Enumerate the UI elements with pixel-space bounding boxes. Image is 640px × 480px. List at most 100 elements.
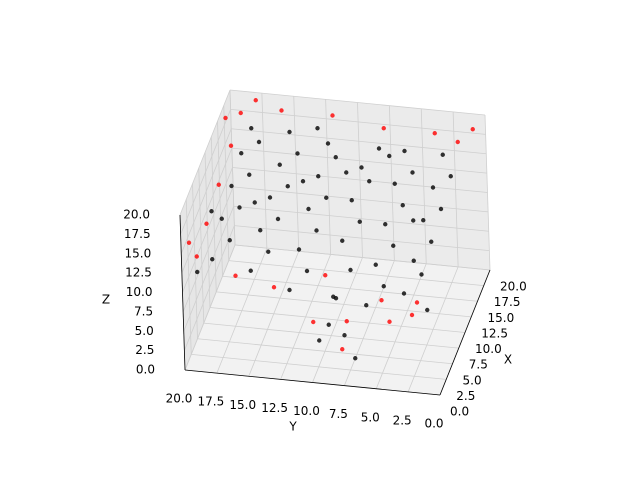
y-tick-label: 20.0 xyxy=(166,392,193,406)
grid-line xyxy=(233,186,489,213)
x-tick-label: 17.5 xyxy=(494,295,521,309)
grid-line xyxy=(229,89,486,116)
y-tick-label: 2.5 xyxy=(393,413,412,427)
y-tick-label: 10.0 xyxy=(293,404,320,418)
point xyxy=(381,126,386,131)
point xyxy=(344,319,349,324)
point xyxy=(357,219,362,224)
grid-line xyxy=(216,247,268,374)
point xyxy=(440,152,445,157)
point xyxy=(455,139,460,145)
point xyxy=(383,222,388,227)
point xyxy=(326,322,331,327)
point xyxy=(285,184,290,189)
point xyxy=(258,228,263,233)
point xyxy=(333,296,339,301)
point xyxy=(287,129,292,135)
y-tick-label: 7.5 xyxy=(329,407,348,421)
point xyxy=(411,218,416,223)
point xyxy=(296,247,302,252)
point xyxy=(300,179,306,184)
point xyxy=(256,139,262,145)
point xyxy=(238,110,243,116)
point xyxy=(470,127,475,132)
point xyxy=(204,221,209,226)
x-axis-label: X xyxy=(504,353,512,367)
point xyxy=(421,218,426,223)
point xyxy=(410,170,415,175)
point xyxy=(376,146,382,151)
x-tick-label: 12.5 xyxy=(481,326,508,340)
z-tick-label: 15.0 xyxy=(125,246,152,260)
point xyxy=(387,153,392,159)
point xyxy=(323,273,328,278)
point xyxy=(304,268,310,274)
y-tick-label: 0.0 xyxy=(424,417,443,431)
grid-line xyxy=(180,109,231,235)
grid-line xyxy=(182,167,233,293)
z-axis-line xyxy=(179,214,186,371)
point xyxy=(195,269,200,275)
grid-line xyxy=(248,251,300,377)
point xyxy=(277,162,282,167)
point xyxy=(401,291,407,296)
x-tick-label: 2.5 xyxy=(456,389,475,403)
z-axis-label: Z xyxy=(102,293,110,307)
y-tick-label: 12.5 xyxy=(261,401,288,415)
grid-line xyxy=(312,257,363,383)
point xyxy=(359,165,364,170)
point xyxy=(348,267,353,273)
point xyxy=(186,240,192,245)
point xyxy=(448,174,453,179)
point xyxy=(266,249,271,254)
point xyxy=(340,347,345,352)
point xyxy=(219,216,224,221)
grid-line xyxy=(375,263,427,389)
point xyxy=(228,143,234,148)
point xyxy=(349,198,354,203)
grid-line xyxy=(181,147,233,274)
point xyxy=(367,179,372,184)
point xyxy=(324,195,329,200)
point xyxy=(229,183,234,189)
point xyxy=(209,209,214,214)
grid-line xyxy=(184,244,236,371)
point xyxy=(364,303,369,308)
point xyxy=(373,262,378,267)
point xyxy=(411,258,416,263)
point xyxy=(237,205,242,210)
y-axis-line xyxy=(184,369,441,396)
point xyxy=(419,272,424,277)
point xyxy=(400,203,405,208)
point xyxy=(247,172,252,177)
grid-line xyxy=(407,266,459,393)
point xyxy=(279,108,284,113)
point xyxy=(391,243,396,248)
point xyxy=(194,254,199,259)
point xyxy=(344,170,349,175)
x-tick-label: 0.0 xyxy=(450,405,469,419)
y-tick-label: 5.0 xyxy=(361,410,380,424)
x-tick-label: 5.0 xyxy=(463,373,482,387)
point xyxy=(267,195,273,200)
grid-line xyxy=(231,147,487,174)
point xyxy=(314,228,319,233)
point xyxy=(252,200,257,205)
grid-line xyxy=(184,225,235,351)
point xyxy=(317,338,322,343)
y-tick-label: 17.5 xyxy=(198,395,225,409)
point xyxy=(379,298,384,303)
grid-line xyxy=(232,167,488,193)
grid-line xyxy=(234,225,490,252)
y-tick-label: 15.0 xyxy=(229,398,256,412)
point xyxy=(253,98,258,103)
point xyxy=(409,312,415,318)
point xyxy=(306,206,311,212)
point xyxy=(216,182,221,187)
point xyxy=(249,126,254,131)
point xyxy=(438,206,444,212)
point xyxy=(340,238,345,243)
point xyxy=(333,155,338,160)
point xyxy=(275,216,281,222)
